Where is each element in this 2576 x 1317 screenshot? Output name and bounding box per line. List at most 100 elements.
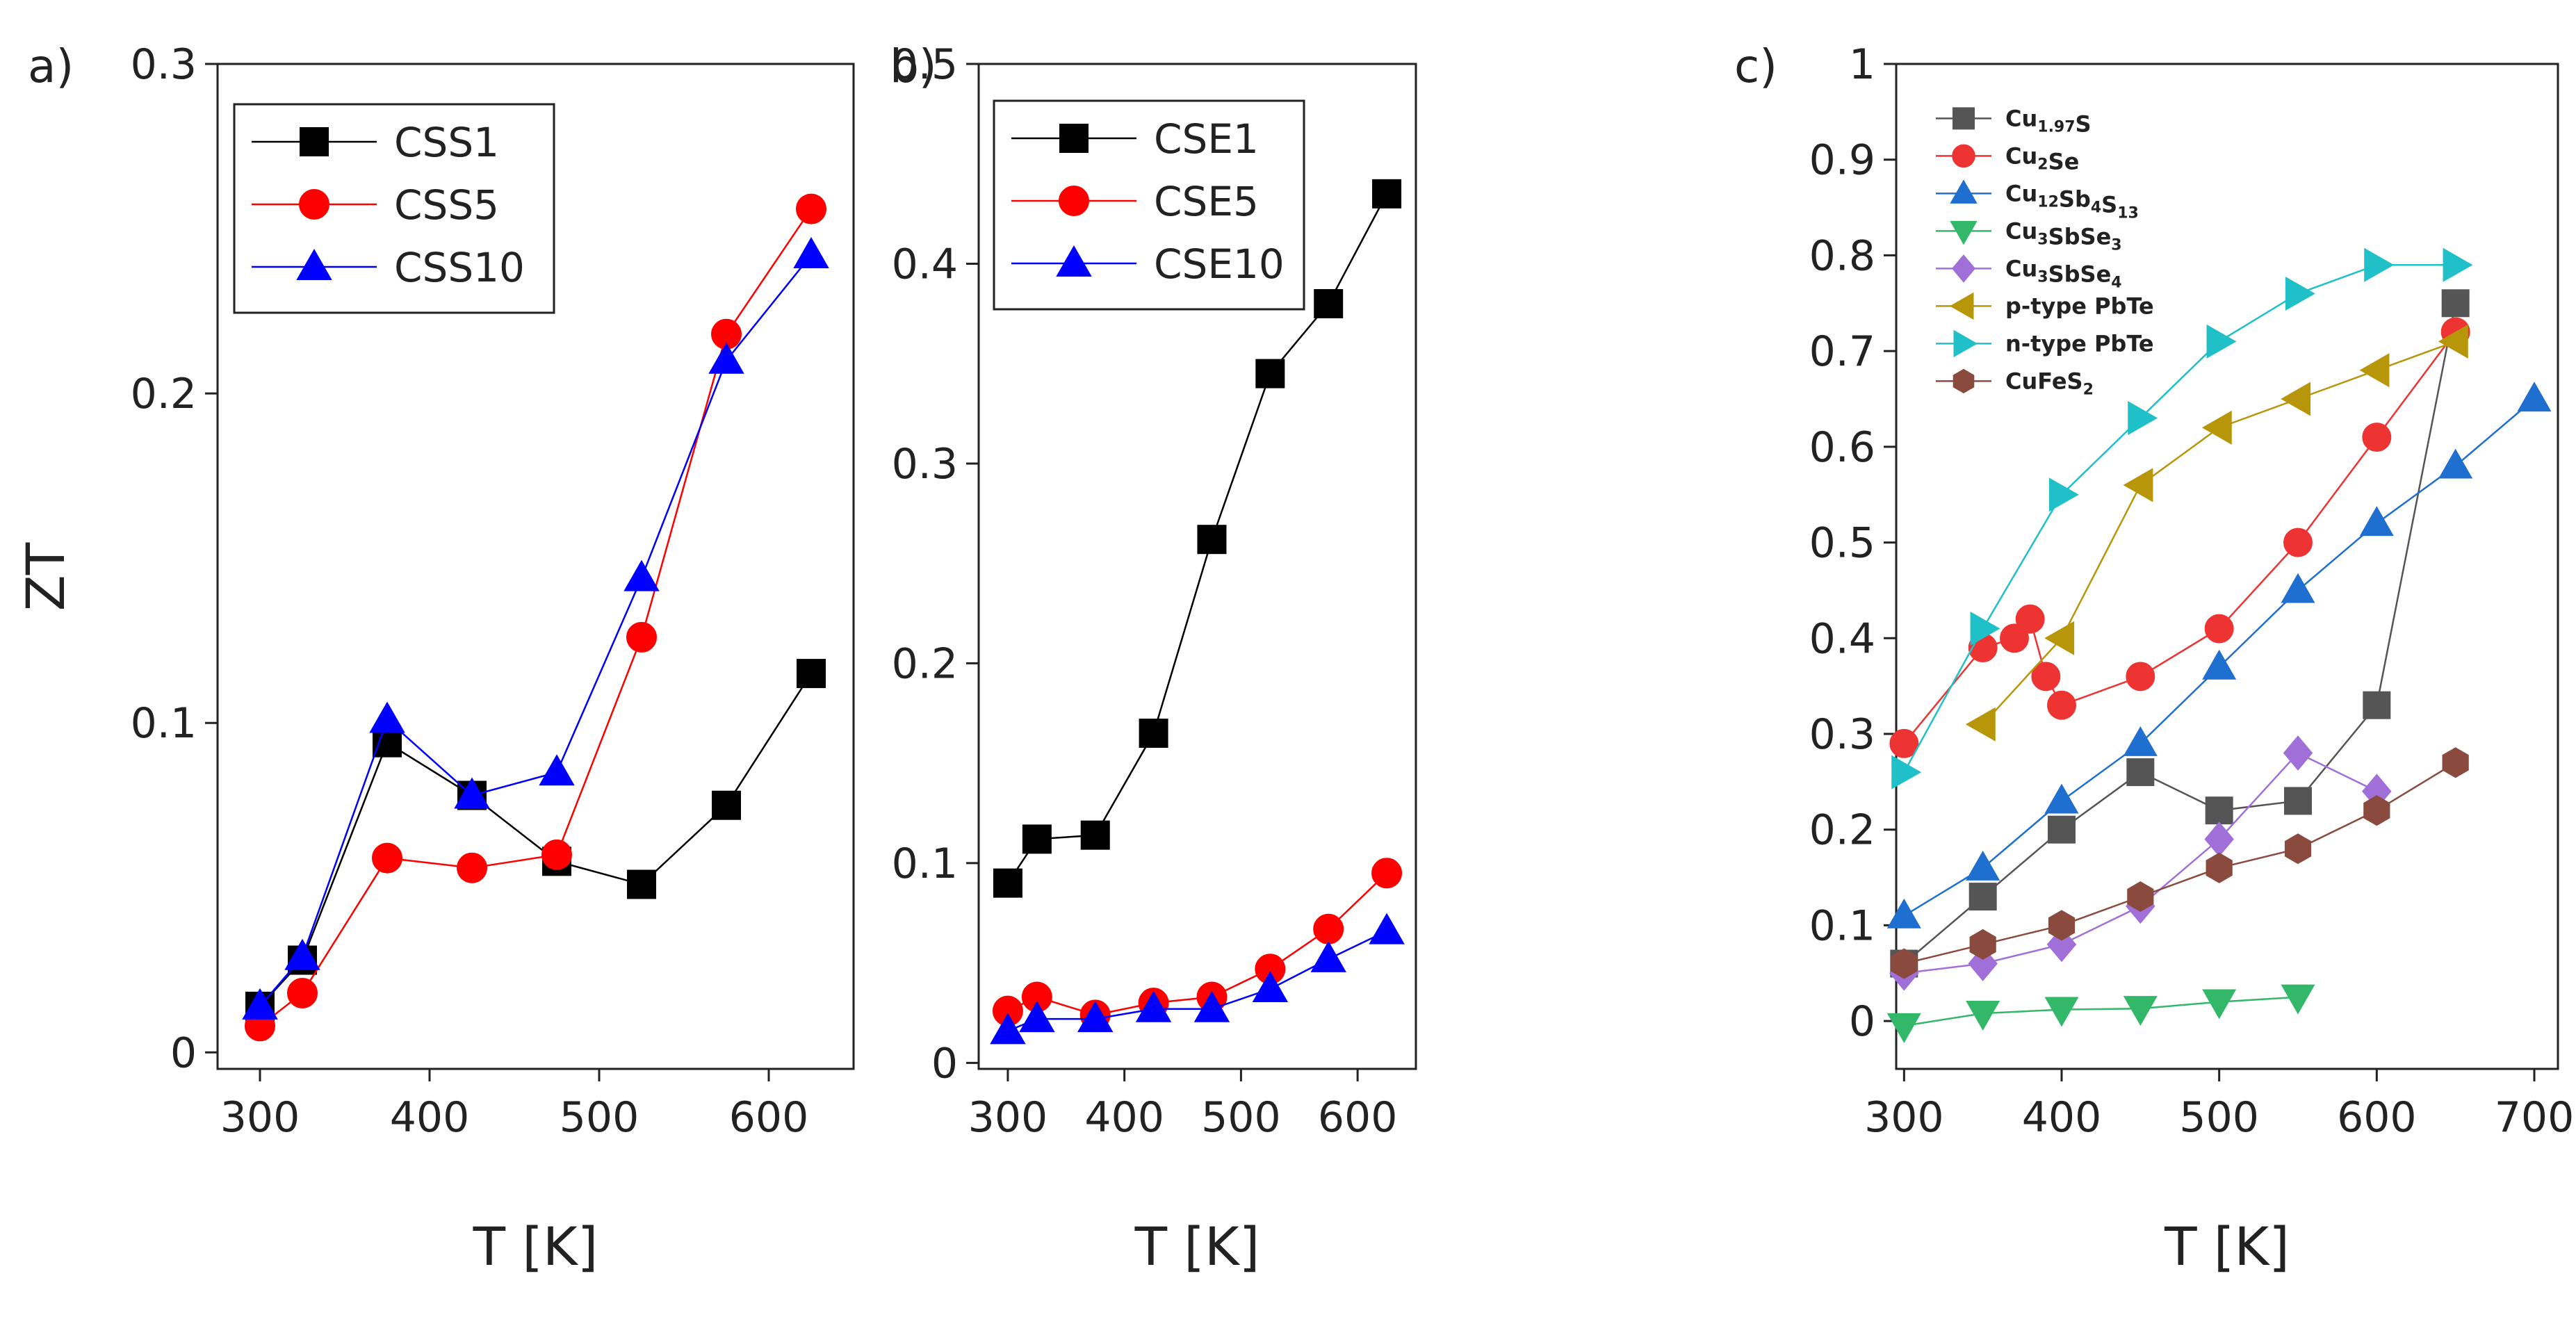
- series-5: [1965, 324, 2468, 742]
- data-point: [2044, 783, 2079, 814]
- data-point: [623, 559, 660, 591]
- data-point: [2206, 852, 2233, 883]
- data-point: [1891, 948, 1918, 979]
- legend-label: CSE10: [1154, 240, 1285, 288]
- series-line: [1903, 331, 2456, 744]
- data-point: [2123, 996, 2158, 1026]
- data-point: [2031, 662, 2061, 692]
- data-point: [2128, 401, 2158, 436]
- y-tick-label: 0.9: [1809, 136, 1875, 185]
- series-line: [1903, 263, 2456, 773]
- data-point: [2046, 926, 2077, 963]
- legend-marker: [1953, 368, 1975, 394]
- data-point: [627, 869, 656, 899]
- data-point: [1886, 1013, 1921, 1043]
- data-point: [242, 988, 278, 1020]
- y-tick-label: 0.2: [892, 639, 958, 688]
- y-tick-label: 0.1: [1809, 901, 1875, 950]
- series-line: [259, 208, 813, 1027]
- series-2: [1886, 382, 2552, 929]
- x-tick-label: 500: [2179, 1093, 2259, 1142]
- legend-marker: [296, 248, 332, 280]
- data-point: [2044, 621, 2075, 655]
- x-tick-label: 300: [968, 1093, 1048, 1142]
- y-axis-label: ZT: [15, 542, 76, 611]
- data-point: [1193, 990, 1230, 1022]
- legend-label: Cu2Se: [2005, 142, 2079, 174]
- data-point: [2285, 276, 2315, 311]
- legend-marker: [299, 189, 329, 220]
- series-line: [259, 254, 812, 1007]
- data-point: [1080, 820, 1110, 850]
- series-6: [1891, 247, 2473, 790]
- x-tick-label: 400: [2022, 1093, 2102, 1142]
- y-tick-label: 0: [931, 1039, 958, 1088]
- legend-label: CSS5: [394, 181, 499, 229]
- data-point: [2123, 468, 2153, 502]
- data-point: [2284, 833, 2312, 865]
- legend-label: CSS1: [394, 119, 499, 166]
- data-point: [2044, 997, 2079, 1027]
- y-tick-label: 0: [1849, 997, 1875, 1046]
- legend-label: p-type PbTe: [2005, 293, 2154, 319]
- x-axis-label: T [K]: [2164, 1216, 2290, 1277]
- series-1: [245, 193, 826, 1042]
- data-point: [372, 842, 402, 874]
- data-point: [2201, 410, 2232, 445]
- data-point: [2126, 662, 2155, 692]
- legend: CSE1 CSE5 CSE10: [993, 99, 1305, 311]
- legend-marker: [1952, 144, 1975, 168]
- data-point: [2283, 735, 2313, 771]
- data-point: [454, 777, 490, 809]
- data-point: [2047, 690, 2076, 720]
- legend: Cu1.97S Cu2Se Cu12Sb4S13Cu3SbSe3Cu3SbSe4p-…: [1936, 105, 2154, 398]
- data-point: [284, 938, 320, 970]
- data-point: [2438, 448, 2473, 479]
- legend-marker: [1951, 254, 1976, 283]
- data-point: [2048, 815, 2076, 844]
- data-point: [541, 839, 572, 870]
- data-point: [1966, 850, 2000, 881]
- legend-label: Cu1.97S: [2005, 105, 2092, 137]
- plot-frame: [216, 63, 855, 1070]
- y-tick-label: 0.6: [1809, 423, 1875, 472]
- data-point: [2123, 726, 2158, 756]
- y-tick-label: 0.1: [892, 840, 958, 888]
- data-point: [1077, 1001, 1114, 1033]
- series-2: [242, 236, 829, 1020]
- data-point: [2000, 623, 2029, 653]
- x-tick-label: 300: [220, 1093, 300, 1142]
- x-tick-label: 600: [1318, 1093, 1398, 1142]
- data-point: [1886, 898, 1921, 929]
- panel-label: c): [1734, 40, 1777, 93]
- data-point: [1889, 728, 1919, 758]
- legend-marker: [1059, 186, 1089, 216]
- series-line: [259, 673, 813, 1007]
- data-point: [2443, 247, 2473, 282]
- data-point: [712, 790, 741, 820]
- series-7: [1891, 747, 2469, 979]
- data-point: [2359, 506, 2394, 537]
- data-point: [1252, 970, 1289, 1003]
- legend-label: Cu3SbSe4: [2005, 255, 2122, 291]
- legend-box: [233, 103, 555, 314]
- legend-label: Cu12Sb4S13: [2005, 180, 2139, 222]
- x-tick-label: 400: [390, 1093, 470, 1142]
- y-tick-label: 0.3: [1809, 710, 1875, 759]
- series-line: [1904, 996, 2299, 1027]
- data-point: [1891, 755, 1922, 790]
- legend-marker: [1953, 329, 1978, 358]
- legend-marker: [1950, 220, 1978, 245]
- data-point: [2441, 289, 2470, 318]
- data-point: [2364, 247, 2395, 282]
- legend-label: CuFeS2: [2005, 368, 2094, 398]
- data-point: [1966, 1001, 2000, 1031]
- data-point: [1255, 359, 1285, 388]
- series-0: [245, 659, 826, 1021]
- data-point: [2015, 604, 2045, 634]
- x-tick-label: 700: [2495, 1093, 2575, 1142]
- legend-label: Cu3SbSe3: [2005, 218, 2122, 254]
- data-point: [2438, 324, 2468, 359]
- data-point: [1022, 824, 1052, 854]
